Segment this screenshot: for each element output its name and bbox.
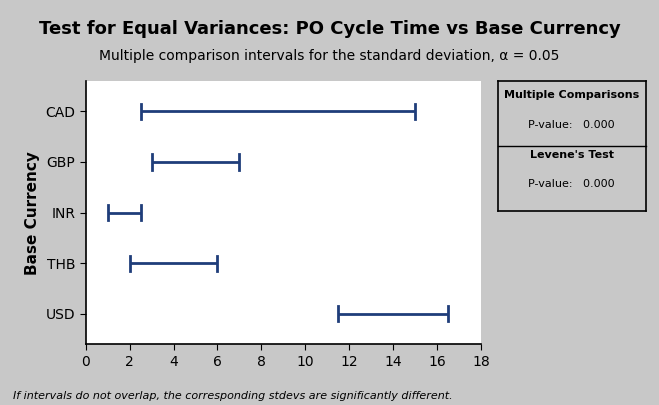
Text: Levene's Test: Levene's Test bbox=[530, 150, 614, 160]
Text: P-value:   0.000: P-value: 0.000 bbox=[529, 120, 615, 130]
Text: If intervals do not overlap, the corresponding stdevs are significantly differen: If intervals do not overlap, the corresp… bbox=[13, 391, 453, 401]
Text: Multiple comparison intervals for the standard deviation, α = 0.05: Multiple comparison intervals for the st… bbox=[100, 49, 559, 63]
Text: Test for Equal Variances: PO Cycle Time vs Base Currency: Test for Equal Variances: PO Cycle Time … bbox=[39, 20, 620, 38]
Text: Multiple Comparisons: Multiple Comparisons bbox=[504, 90, 639, 100]
Text: P-value:   0.000: P-value: 0.000 bbox=[529, 179, 615, 190]
Y-axis label: Base Currency: Base Currency bbox=[24, 151, 40, 275]
